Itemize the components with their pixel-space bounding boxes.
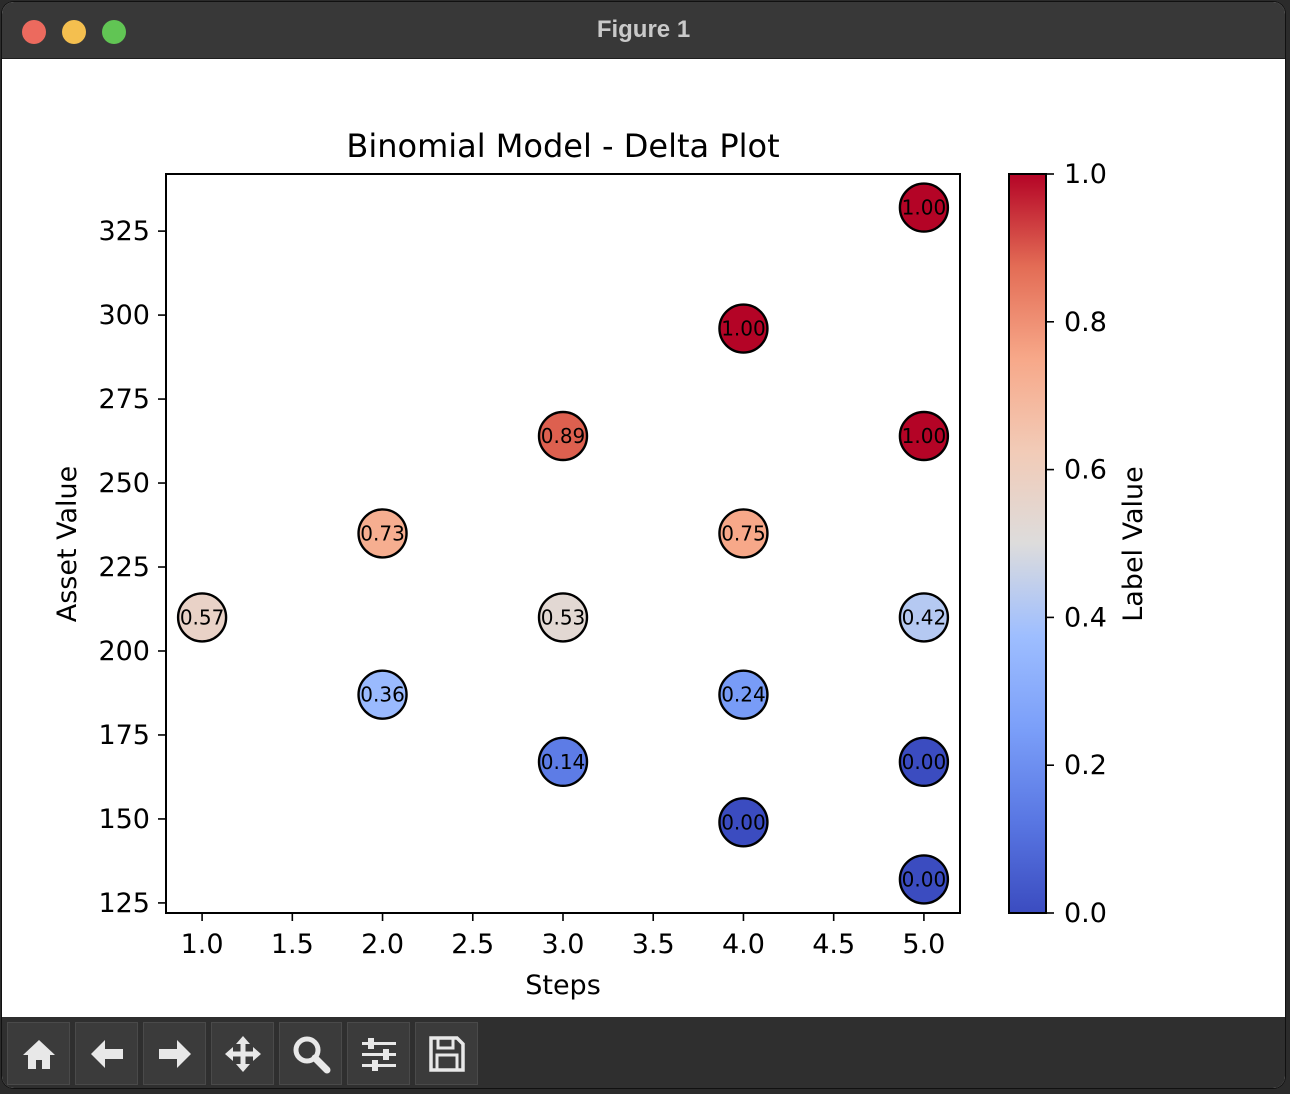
scatter-point bbox=[898, 592, 950, 643]
point-value-label: 0.53 bbox=[541, 605, 586, 629]
colorbar-tick-label: 0.4 bbox=[1064, 602, 1107, 633]
point-value-label: 0.42 bbox=[902, 605, 947, 629]
point-value-label: 0.00 bbox=[902, 867, 947, 891]
scatter-point bbox=[176, 592, 228, 643]
point-value-label: 0.24 bbox=[721, 683, 766, 707]
back-button[interactable] bbox=[75, 1022, 138, 1085]
pan-button[interactable] bbox=[211, 1022, 274, 1085]
zoom-button[interactable] bbox=[279, 1022, 342, 1085]
point-value-label: 0.00 bbox=[902, 750, 947, 774]
point-value-label: 1.00 bbox=[902, 196, 947, 220]
x-tick-label: 1.5 bbox=[271, 929, 314, 960]
colorbar-tick-label: 0.8 bbox=[1064, 307, 1107, 338]
arrow-right-icon bbox=[159, 1040, 191, 1068]
configure-subplots-button[interactable] bbox=[347, 1022, 410, 1085]
x-tick-label: 1.0 bbox=[181, 929, 224, 960]
minimize-window-button[interactable] bbox=[62, 20, 86, 44]
home-button[interactable] bbox=[7, 1022, 70, 1085]
point-value-label: 0.73 bbox=[360, 521, 405, 545]
axis-ticks: 1.0 1.5 2.0 2.5 3.0 3.5 4.0 4.5 5.0 125 150 175 200 2… bbox=[98, 159, 1107, 960]
plot-area: 0.57 0.36 0.73 0.14 0.53 0.89 0.00 0.24 0.75 1.00… bbox=[176, 182, 950, 905]
scatter-point bbox=[537, 592, 589, 643]
point-value-label: 0.36 bbox=[360, 683, 405, 707]
floppy-disk-icon bbox=[429, 1036, 465, 1072]
x-tick-label: 4.5 bbox=[812, 929, 855, 960]
arrow-left-icon bbox=[91, 1040, 123, 1068]
title-bar[interactable]: Figure 1 bbox=[2, 2, 1285, 59]
scatter-point bbox=[357, 669, 408, 720]
navigation-toolbar bbox=[2, 1017, 1285, 1088]
magnifier-icon bbox=[293, 1036, 331, 1074]
y-tick-label: 300 bbox=[98, 300, 150, 331]
x-tick-label: 5.0 bbox=[902, 929, 945, 960]
scatter-point bbox=[357, 508, 408, 559]
scatter-point bbox=[537, 736, 589, 788]
x-tick-label: 2.5 bbox=[451, 929, 494, 960]
scatter-point bbox=[898, 410, 950, 462]
window-title: Figure 1 bbox=[596, 16, 691, 43]
scatter-point bbox=[898, 182, 950, 233]
chart-svg: Binomial Model - Delta Plot 0.57 0.36 0.73… bbox=[52, 127, 1149, 1001]
figure-canvas[interactable]: Binomial Model - Delta Plot 0.57 0.36 0.73… bbox=[2, 59, 1285, 1017]
y-tick-label: 250 bbox=[98, 468, 150, 499]
zoom-window-button[interactable] bbox=[102, 20, 126, 44]
point-value-label: 0.14 bbox=[541, 750, 586, 774]
sliders-icon bbox=[362, 1038, 396, 1071]
close-window-button[interactable] bbox=[22, 20, 46, 44]
y-tick-label: 275 bbox=[98, 384, 150, 415]
scatter-point bbox=[718, 508, 769, 559]
colorbar-tick-label: 0.0 bbox=[1064, 898, 1107, 929]
y-tick-label: 225 bbox=[98, 552, 150, 583]
scatter-point bbox=[718, 303, 769, 354]
chart-title: Binomial Model - Delta Plot bbox=[346, 127, 779, 165]
colorbar-tick-label: 0.6 bbox=[1064, 455, 1107, 486]
axes-frame bbox=[165, 173, 961, 914]
scatter-point bbox=[898, 854, 950, 905]
colorbar bbox=[1008, 173, 1047, 914]
point-value-label: 0.89 bbox=[541, 424, 586, 448]
point-value-label: 0.57 bbox=[180, 605, 225, 629]
y-tick-label: 325 bbox=[98, 216, 150, 247]
scatter-point bbox=[537, 410, 589, 462]
y-tick-label: 175 bbox=[98, 720, 150, 751]
x-tick-label: 3.5 bbox=[632, 929, 675, 960]
y-tick-label: 150 bbox=[98, 804, 150, 835]
y-tick-label: 200 bbox=[98, 636, 150, 667]
move-icon bbox=[225, 1036, 261, 1072]
y-axis-label: Asset Value bbox=[52, 466, 83, 623]
point-value-label: 0.00 bbox=[721, 810, 766, 834]
scatter-point bbox=[718, 797, 769, 848]
x-tick-label: 2.0 bbox=[361, 929, 404, 960]
x-tick-label: 3.0 bbox=[542, 929, 585, 960]
y-tick-label: 125 bbox=[98, 888, 150, 919]
colorbar-label: Label Value bbox=[1118, 466, 1149, 622]
point-value-label: 1.00 bbox=[721, 317, 766, 341]
point-value-label: 0.75 bbox=[721, 521, 766, 545]
x-tick-label: 4.0 bbox=[722, 929, 765, 960]
forward-button[interactable] bbox=[143, 1022, 206, 1085]
save-button[interactable] bbox=[415, 1022, 478, 1085]
colorbar-tick-label: 1.0 bbox=[1064, 159, 1107, 190]
point-value-label: 1.00 bbox=[902, 424, 947, 448]
home-icon bbox=[23, 1040, 55, 1069]
scatter-point bbox=[718, 669, 769, 720]
colorbar-tick-label: 0.2 bbox=[1064, 750, 1107, 781]
scatter-point bbox=[898, 736, 950, 788]
x-axis-label: Steps bbox=[525, 970, 601, 1001]
